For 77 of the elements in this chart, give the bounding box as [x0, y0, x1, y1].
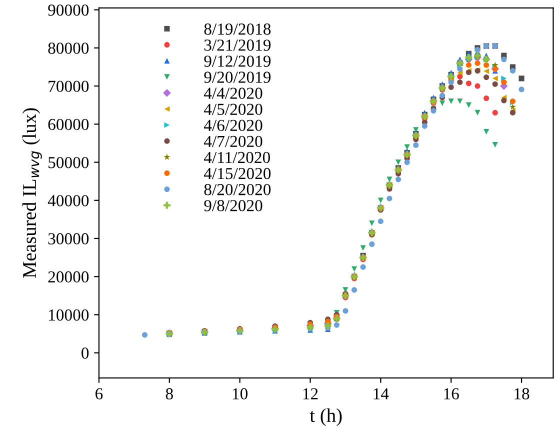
y-tick-label: 90000: [48, 4, 89, 16]
point: [386, 196, 392, 202]
legend-label: 9/8/2020: [204, 200, 262, 212]
point: [484, 68, 490, 74]
point: [466, 102, 472, 108]
point: [369, 241, 375, 247]
point: [342, 308, 348, 314]
x-tick-label: 12: [303, 388, 318, 400]
point: [492, 81, 498, 87]
legend-label: 4/5/2020: [204, 104, 262, 115]
point: [510, 68, 516, 74]
point: [378, 198, 384, 204]
point: [378, 218, 384, 224]
legend-label: 4/6/2020: [204, 120, 262, 132]
point: [351, 266, 358, 272]
point: [501, 56, 507, 62]
point: [501, 98, 507, 104]
point: [484, 128, 490, 135]
point: [518, 76, 524, 82]
point: [351, 287, 358, 293]
point: [474, 83, 480, 89]
point: [492, 110, 498, 116]
point: [492, 142, 498, 148]
point: [448, 98, 454, 104]
legend-label: 4/4/2020: [204, 88, 262, 99]
point: [396, 159, 402, 166]
point: [466, 80, 472, 86]
y-tick-label: 80000: [48, 42, 89, 54]
point: [518, 86, 524, 92]
x-tick-label: 16: [444, 388, 459, 400]
x-tick-label: 8: [166, 388, 173, 400]
y-tick-label: 30000: [48, 233, 89, 244]
point: [334, 322, 340, 328]
x-tick-label: 10: [232, 388, 248, 400]
legend-label: 9/20/2019: [204, 72, 271, 83]
legend-label: 4/15/2020: [204, 168, 271, 180]
point: [360, 245, 366, 251]
point: [448, 84, 454, 90]
point: [396, 176, 402, 182]
point: [466, 62, 472, 68]
point: [484, 74, 490, 80]
point: [509, 104, 516, 110]
legend-label: 9/12/2019: [204, 56, 271, 67]
point: [413, 142, 419, 148]
point: [457, 79, 463, 85]
y-tick-label: 20000: [48, 271, 89, 283]
y-tick-label: 40000: [48, 195, 89, 206]
y-tick-label: 60000: [48, 118, 89, 130]
y-tick-label: 70000: [48, 80, 89, 92]
y-axis-title: Measured IL$_{wvg}$ (lux): [22, 108, 42, 278]
point: [474, 110, 480, 116]
legend-label: 8/19/2018: [204, 23, 271, 35]
x-tick-label: 18: [514, 388, 530, 400]
point: [457, 66, 463, 72]
legend-label: 3/21/2019: [204, 40, 271, 51]
point: [360, 264, 366, 270]
point: [484, 62, 490, 68]
point: [404, 144, 410, 150]
y-tick-label: 0: [82, 348, 89, 359]
point: [422, 123, 428, 129]
x-axis-title: t (h): [310, 408, 342, 426]
x-tick-label: 6: [96, 388, 103, 400]
legend-label: 4/11/2020: [204, 152, 270, 164]
point: [484, 95, 490, 102]
y-tick-label: 10000: [49, 309, 89, 321]
y-tick-label: 50000: [48, 156, 89, 168]
point: [440, 100, 446, 106]
x-tick-label: 14: [374, 388, 389, 400]
point: [369, 220, 375, 226]
point: [457, 98, 463, 104]
point: [324, 322, 332, 330]
point: [474, 60, 480, 66]
point: [492, 76, 498, 82]
point: [142, 332, 148, 338]
legend-label: 8/20/2020: [204, 184, 271, 196]
point: [404, 159, 410, 166]
legend-label: 4/7/2020: [204, 136, 262, 148]
